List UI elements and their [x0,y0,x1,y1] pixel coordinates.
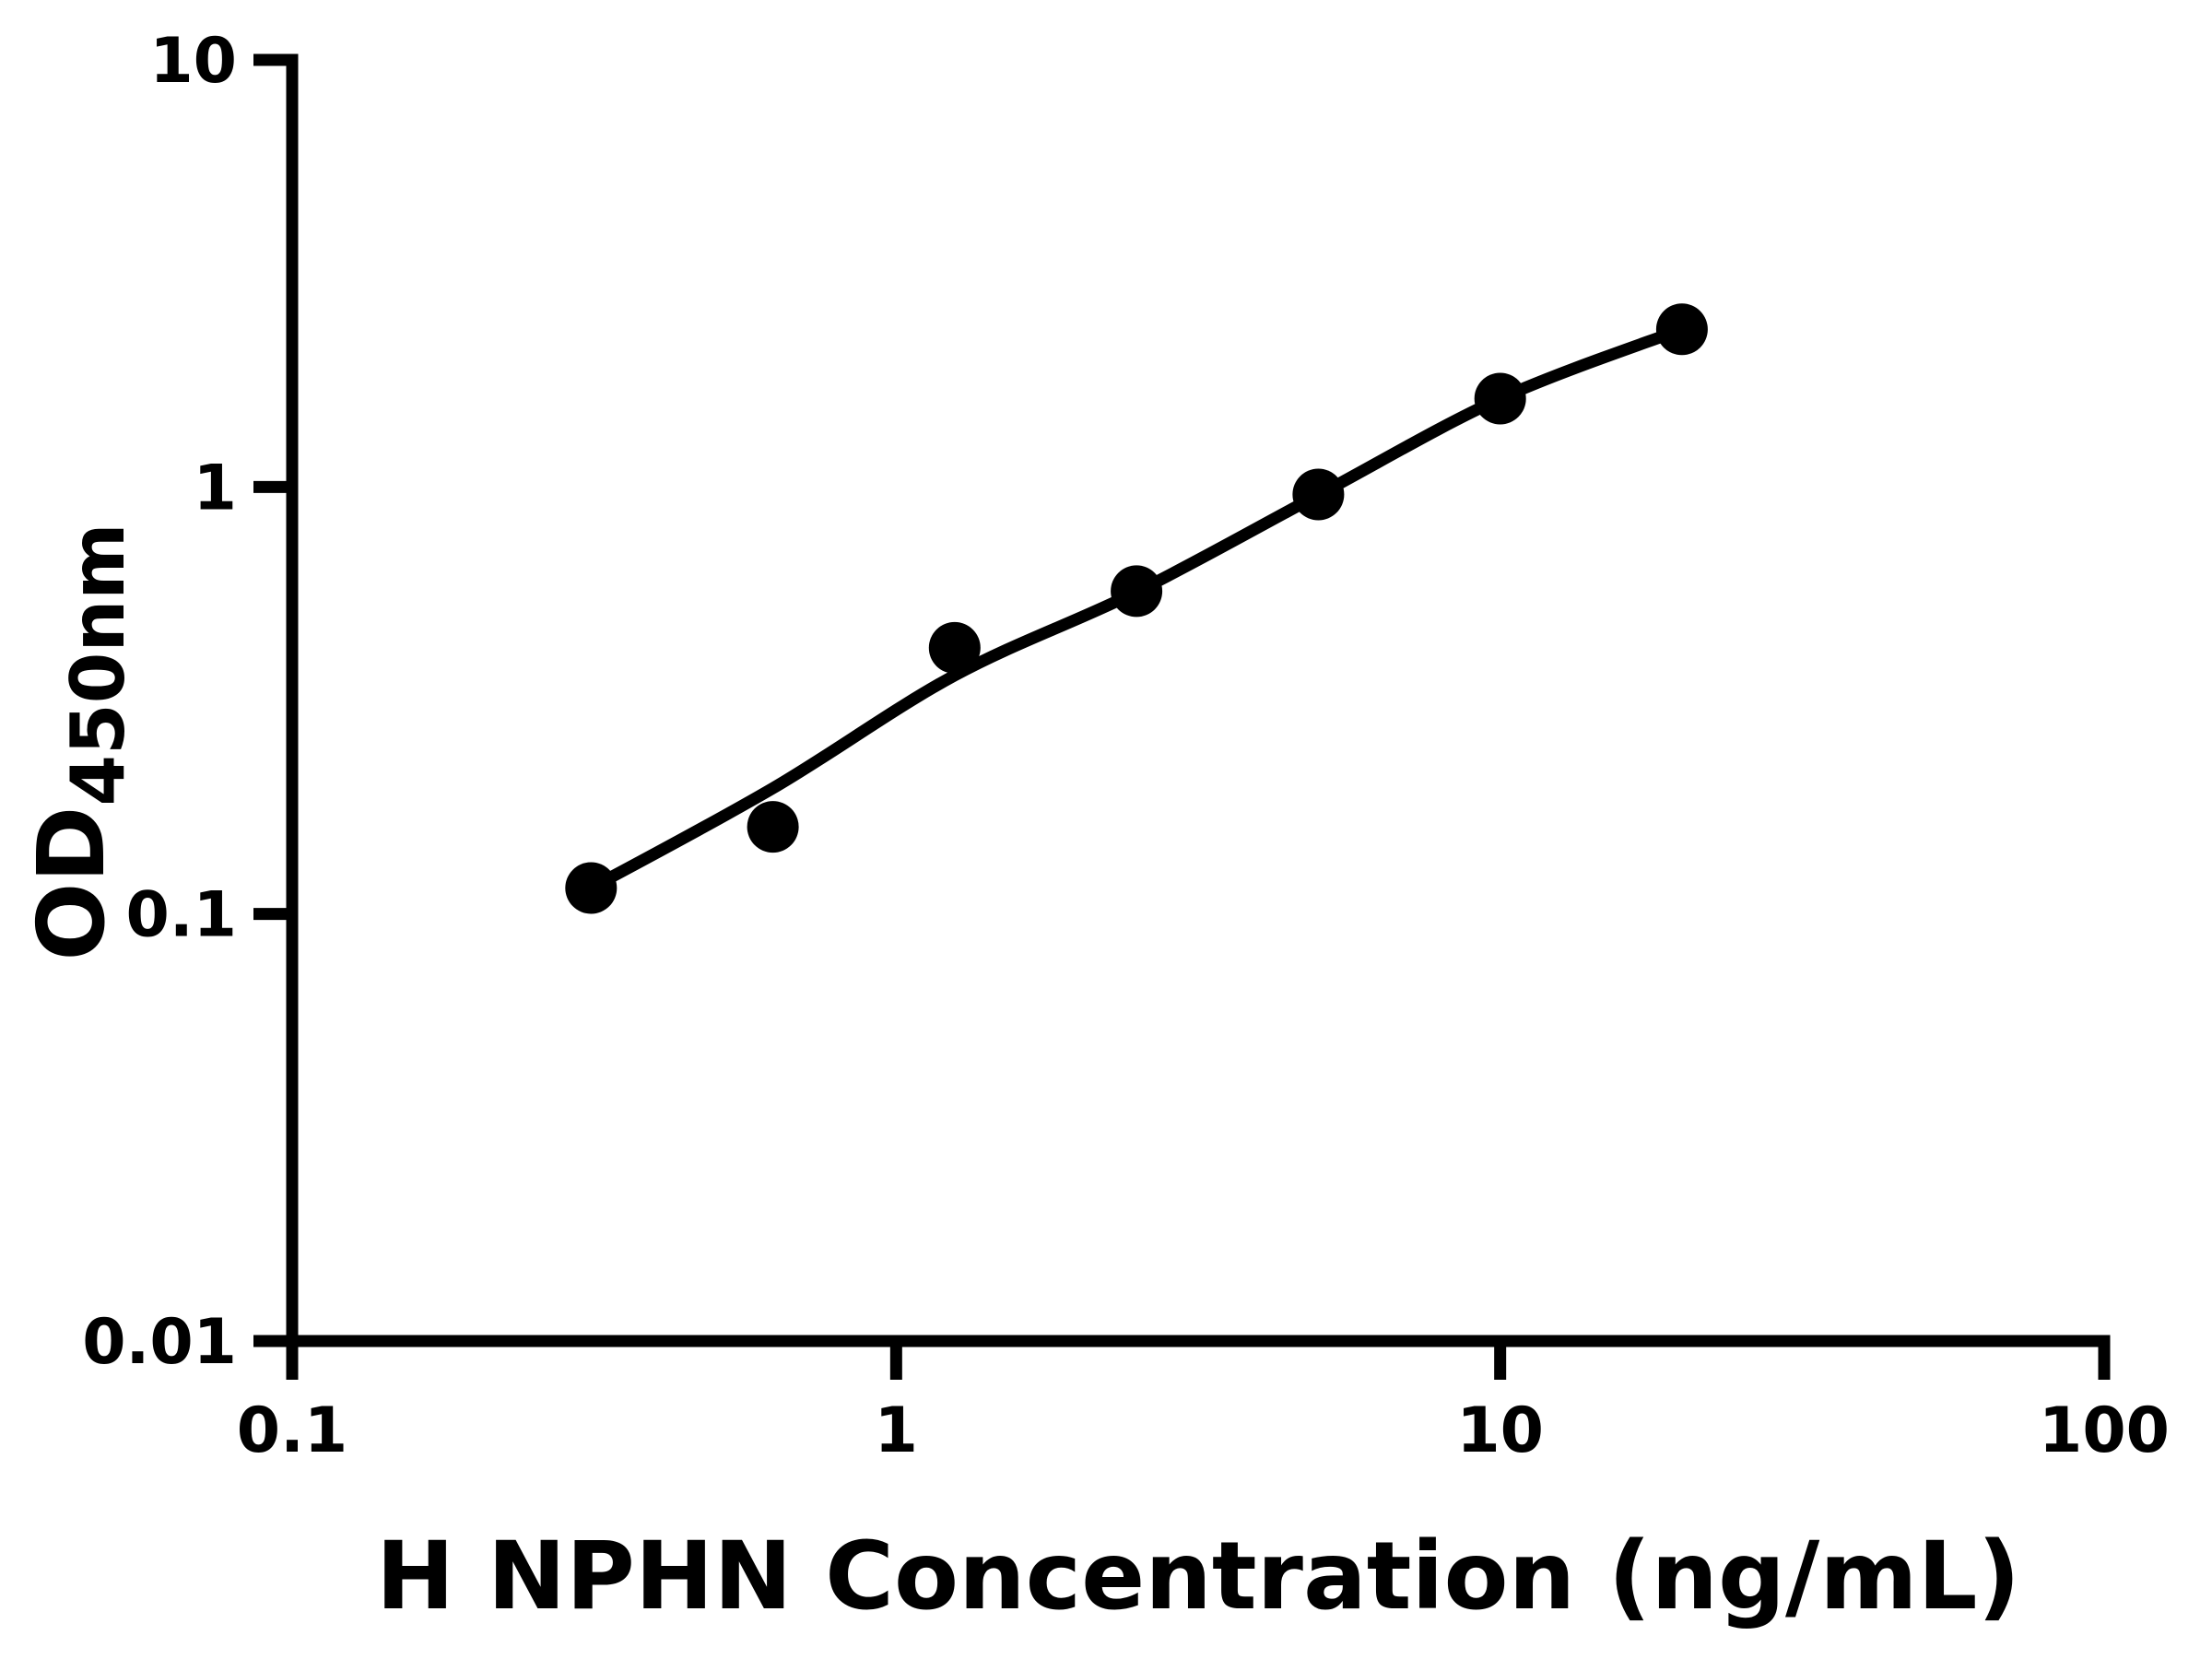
data-point [747,801,799,853]
data-point [928,621,981,674]
data-point [1292,468,1345,521]
y-tick-label: 0.01 [82,1306,237,1379]
data-point [565,862,618,914]
y-tick-label: 10 [149,25,237,98]
data-point [1655,303,1708,356]
x-tick-label: 0.1 [237,1394,347,1467]
y-axis-title: OD450nm [18,523,141,960]
data-point [1474,372,1526,425]
y-axis-title-sub: 450nm [55,523,141,806]
x-tick-label: 10 [1456,1394,1544,1467]
x-axis-title: H NPHN Concentration (ng/mL) [376,1522,2020,1631]
y-tick-label: 0.1 [126,879,237,952]
x-tick-label: 1 [875,1394,918,1467]
data-point [1111,565,1163,618]
y-axis-title-main: OD [18,806,125,961]
y-tick-label: 1 [194,452,237,524]
x-tick-label: 100 [2039,1394,2170,1467]
